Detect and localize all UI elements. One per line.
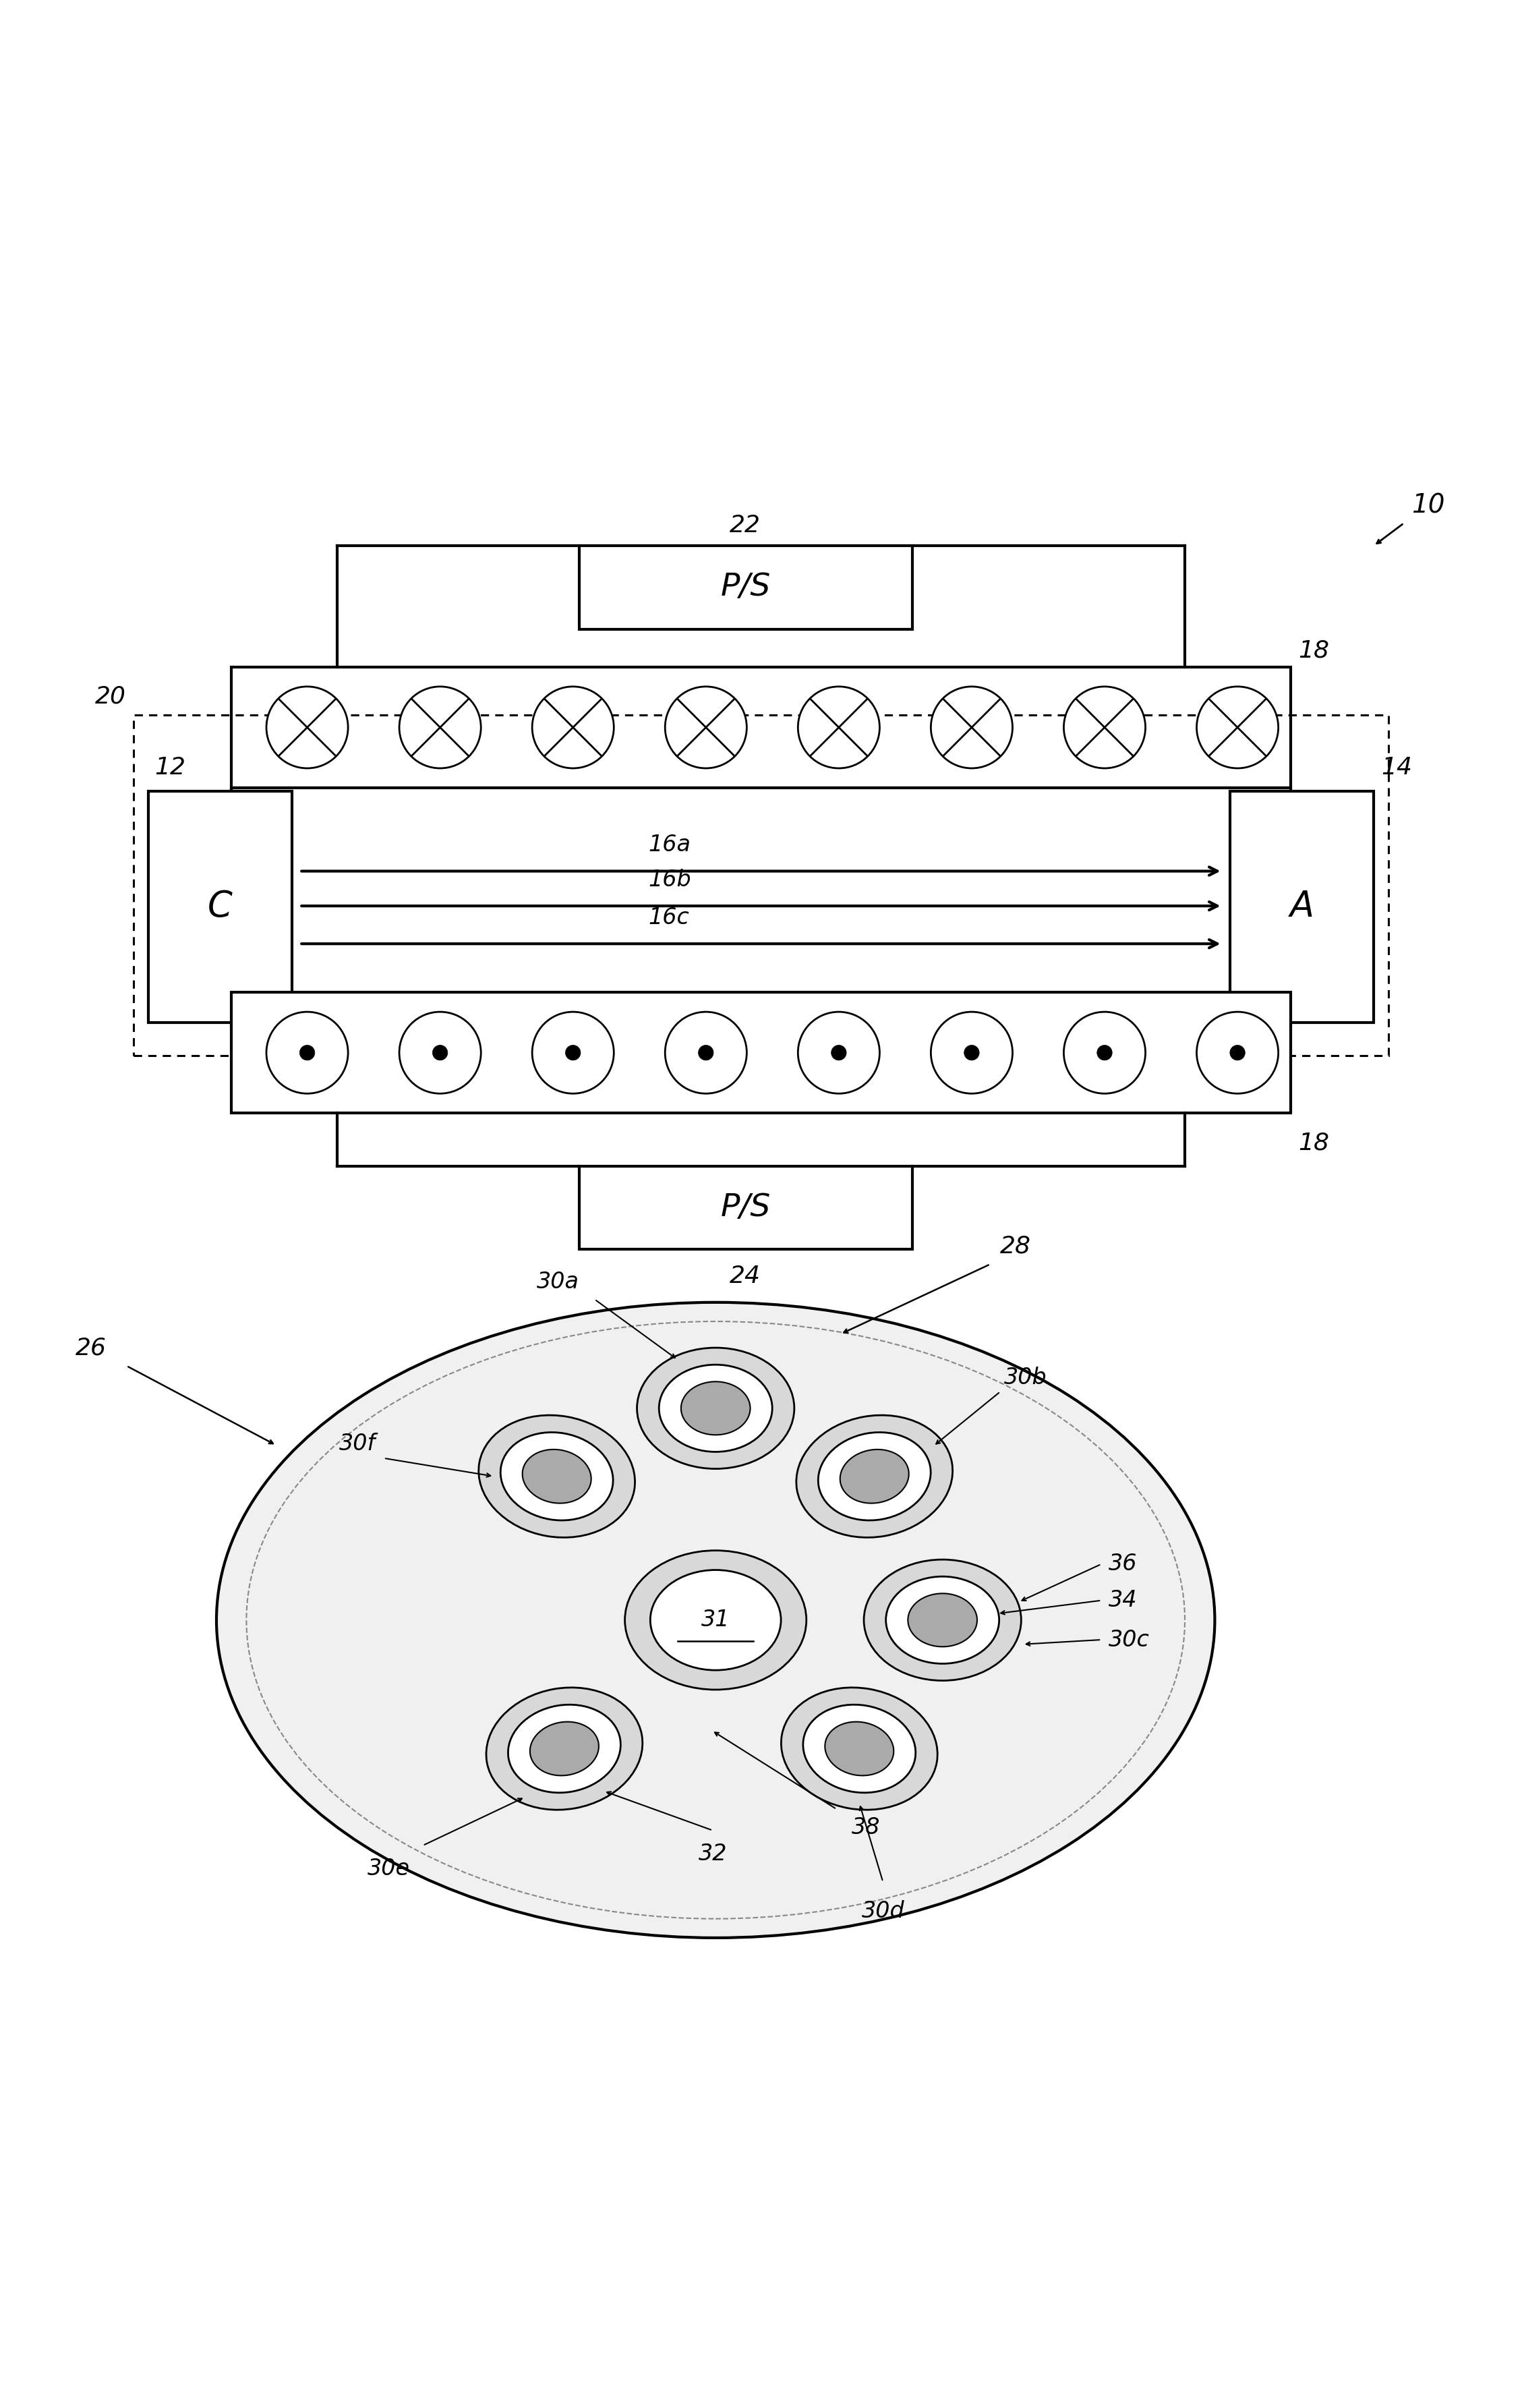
Circle shape <box>1064 1011 1146 1093</box>
Text: 20: 20 <box>94 684 126 708</box>
Ellipse shape <box>796 1416 953 1536</box>
Text: 36: 36 <box>1110 1553 1137 1575</box>
Text: A: A <box>1289 889 1313 925</box>
Circle shape <box>533 686 613 768</box>
Ellipse shape <box>886 1577 998 1664</box>
Circle shape <box>432 1045 447 1060</box>
Text: 18: 18 <box>1298 641 1329 662</box>
Ellipse shape <box>478 1416 635 1536</box>
Ellipse shape <box>486 1688 642 1811</box>
Ellipse shape <box>825 1722 893 1775</box>
FancyBboxPatch shape <box>148 790 292 1023</box>
Text: 12: 12 <box>154 756 186 778</box>
Text: 30e: 30e <box>368 1857 411 1881</box>
Circle shape <box>1196 686 1278 768</box>
Circle shape <box>798 1011 880 1093</box>
Ellipse shape <box>638 1348 794 1469</box>
Text: 16a: 16a <box>648 833 691 855</box>
FancyBboxPatch shape <box>231 992 1291 1112</box>
Circle shape <box>665 686 747 768</box>
Circle shape <box>1064 686 1146 768</box>
Text: 31: 31 <box>702 1609 731 1630</box>
Text: C: C <box>209 889 233 925</box>
Text: 26: 26 <box>76 1336 107 1361</box>
Ellipse shape <box>781 1688 938 1811</box>
Ellipse shape <box>626 1551 807 1690</box>
Ellipse shape <box>909 1594 977 1647</box>
Text: P/S: P/S <box>721 573 772 602</box>
Circle shape <box>665 1011 747 1093</box>
Ellipse shape <box>508 1705 621 1792</box>
Text: 30c: 30c <box>1110 1628 1151 1652</box>
Ellipse shape <box>819 1433 931 1519</box>
Circle shape <box>963 1045 979 1060</box>
Text: 30a: 30a <box>537 1271 580 1293</box>
Circle shape <box>699 1045 714 1060</box>
Circle shape <box>399 686 481 768</box>
FancyBboxPatch shape <box>580 547 912 628</box>
Text: 22: 22 <box>729 513 761 537</box>
Ellipse shape <box>804 1705 916 1792</box>
Ellipse shape <box>680 1382 750 1435</box>
Circle shape <box>1196 1011 1278 1093</box>
Text: 38: 38 <box>852 1816 880 1840</box>
Ellipse shape <box>659 1365 772 1452</box>
Circle shape <box>831 1045 846 1060</box>
Ellipse shape <box>216 1303 1215 1938</box>
Text: 14: 14 <box>1380 756 1412 778</box>
FancyBboxPatch shape <box>231 787 1291 1026</box>
FancyBboxPatch shape <box>1230 790 1374 1023</box>
Text: P/S: P/S <box>721 1192 772 1223</box>
Text: 30b: 30b <box>1005 1365 1047 1389</box>
Circle shape <box>931 686 1012 768</box>
FancyBboxPatch shape <box>231 667 1291 787</box>
Circle shape <box>399 1011 481 1093</box>
Circle shape <box>1097 1045 1113 1060</box>
Circle shape <box>266 686 349 768</box>
Text: 16c: 16c <box>648 905 689 929</box>
Text: 30d: 30d <box>861 1900 904 1922</box>
Ellipse shape <box>501 1433 613 1519</box>
Ellipse shape <box>530 1722 598 1775</box>
Text: 18: 18 <box>1298 1132 1329 1153</box>
Text: 30f: 30f <box>339 1433 376 1454</box>
Ellipse shape <box>840 1450 909 1503</box>
Text: 16b: 16b <box>648 869 691 891</box>
Circle shape <box>1230 1045 1245 1060</box>
Ellipse shape <box>864 1560 1021 1681</box>
Circle shape <box>798 686 880 768</box>
Ellipse shape <box>650 1570 781 1671</box>
Text: 34: 34 <box>1110 1589 1137 1611</box>
Circle shape <box>300 1045 315 1060</box>
Text: 24: 24 <box>729 1264 761 1288</box>
FancyBboxPatch shape <box>580 1165 912 1250</box>
Circle shape <box>266 1011 349 1093</box>
Text: 10: 10 <box>1411 494 1444 518</box>
Circle shape <box>931 1011 1012 1093</box>
Text: 32: 32 <box>699 1842 728 1864</box>
Ellipse shape <box>522 1450 591 1503</box>
Circle shape <box>533 1011 613 1093</box>
Text: 28: 28 <box>1000 1235 1032 1257</box>
Circle shape <box>566 1045 580 1060</box>
